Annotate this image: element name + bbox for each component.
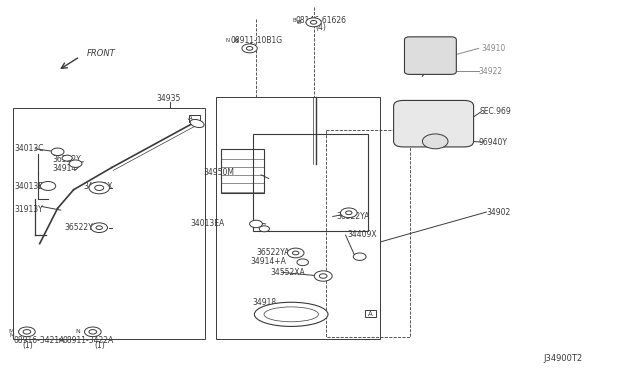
FancyBboxPatch shape bbox=[404, 37, 456, 74]
Circle shape bbox=[292, 251, 299, 255]
Bar bbox=[13, 108, 205, 339]
Text: 34918: 34918 bbox=[253, 298, 277, 307]
Text: 34013E: 34013E bbox=[14, 182, 43, 191]
Text: 08911-3422A: 08911-3422A bbox=[63, 336, 114, 345]
Text: (1): (1) bbox=[246, 43, 257, 52]
Circle shape bbox=[40, 182, 56, 190]
Circle shape bbox=[259, 226, 269, 232]
Text: SEC.969: SEC.969 bbox=[480, 107, 512, 116]
Circle shape bbox=[306, 18, 321, 27]
Bar bbox=[253, 134, 368, 231]
Text: B: B bbox=[292, 18, 296, 23]
Circle shape bbox=[346, 211, 352, 215]
Circle shape bbox=[62, 155, 72, 161]
Text: B: B bbox=[297, 20, 301, 25]
Bar bbox=[365, 310, 376, 317]
Text: 36522YA: 36522YA bbox=[256, 248, 289, 257]
Text: (1): (1) bbox=[22, 341, 33, 350]
Circle shape bbox=[89, 330, 97, 334]
Text: J34900T2: J34900T2 bbox=[543, 355, 583, 363]
Text: 34922: 34922 bbox=[479, 67, 503, 76]
Text: 34013EA: 34013EA bbox=[191, 219, 225, 228]
Circle shape bbox=[51, 148, 64, 155]
Circle shape bbox=[250, 220, 262, 228]
Text: 34950M: 34950M bbox=[204, 169, 234, 177]
Circle shape bbox=[314, 271, 332, 281]
Text: 36522YA: 36522YA bbox=[337, 212, 370, 221]
Text: 08146-61626: 08146-61626 bbox=[296, 16, 347, 25]
Circle shape bbox=[246, 46, 253, 50]
Circle shape bbox=[310, 20, 317, 24]
Text: 36522Y: 36522Y bbox=[64, 223, 93, 232]
Circle shape bbox=[89, 182, 109, 194]
Text: 34910: 34910 bbox=[481, 44, 506, 53]
Circle shape bbox=[95, 185, 104, 190]
Ellipse shape bbox=[264, 307, 319, 322]
Text: 34914: 34914 bbox=[52, 164, 77, 173]
Text: 34552X: 34552X bbox=[83, 182, 113, 191]
FancyBboxPatch shape bbox=[394, 100, 474, 147]
Circle shape bbox=[242, 44, 257, 53]
Text: 34013C: 34013C bbox=[14, 144, 44, 153]
Circle shape bbox=[19, 327, 35, 337]
Circle shape bbox=[23, 330, 31, 334]
Text: 31913Y: 31913Y bbox=[14, 205, 43, 214]
Ellipse shape bbox=[254, 302, 328, 327]
Text: A: A bbox=[188, 115, 193, 121]
Text: N: N bbox=[233, 38, 238, 44]
Bar bbox=[221, 149, 264, 193]
Text: 08916-3421A: 08916-3421A bbox=[13, 336, 65, 345]
Circle shape bbox=[96, 226, 102, 230]
Text: A: A bbox=[368, 311, 373, 317]
Text: N: N bbox=[75, 329, 80, 334]
Text: 34914+A: 34914+A bbox=[251, 257, 287, 266]
Circle shape bbox=[340, 208, 357, 218]
Text: 34552XA: 34552XA bbox=[271, 268, 305, 277]
Circle shape bbox=[84, 327, 101, 337]
Circle shape bbox=[422, 134, 448, 149]
Circle shape bbox=[287, 248, 304, 258]
Ellipse shape bbox=[190, 119, 204, 128]
Text: M: M bbox=[9, 333, 14, 338]
Text: FRONT: FRONT bbox=[86, 49, 115, 58]
Text: M: M bbox=[9, 329, 14, 334]
Text: 34902: 34902 bbox=[486, 208, 511, 217]
Circle shape bbox=[353, 253, 366, 260]
Bar bbox=[189, 115, 200, 122]
Bar bbox=[216, 97, 380, 339]
Text: (1): (1) bbox=[95, 341, 106, 350]
Text: 96940Y: 96940Y bbox=[479, 138, 508, 147]
Circle shape bbox=[69, 160, 82, 167]
Text: 34409X: 34409X bbox=[348, 230, 377, 239]
Text: N: N bbox=[59, 338, 63, 343]
Text: (4): (4) bbox=[315, 23, 326, 32]
Text: N: N bbox=[225, 38, 229, 43]
Circle shape bbox=[297, 259, 308, 266]
Text: 08911-10B1G: 08911-10B1G bbox=[230, 36, 282, 45]
Text: 36522Y: 36522Y bbox=[52, 155, 81, 164]
Text: 34935: 34935 bbox=[157, 94, 181, 103]
Circle shape bbox=[91, 223, 108, 232]
Circle shape bbox=[319, 274, 327, 278]
